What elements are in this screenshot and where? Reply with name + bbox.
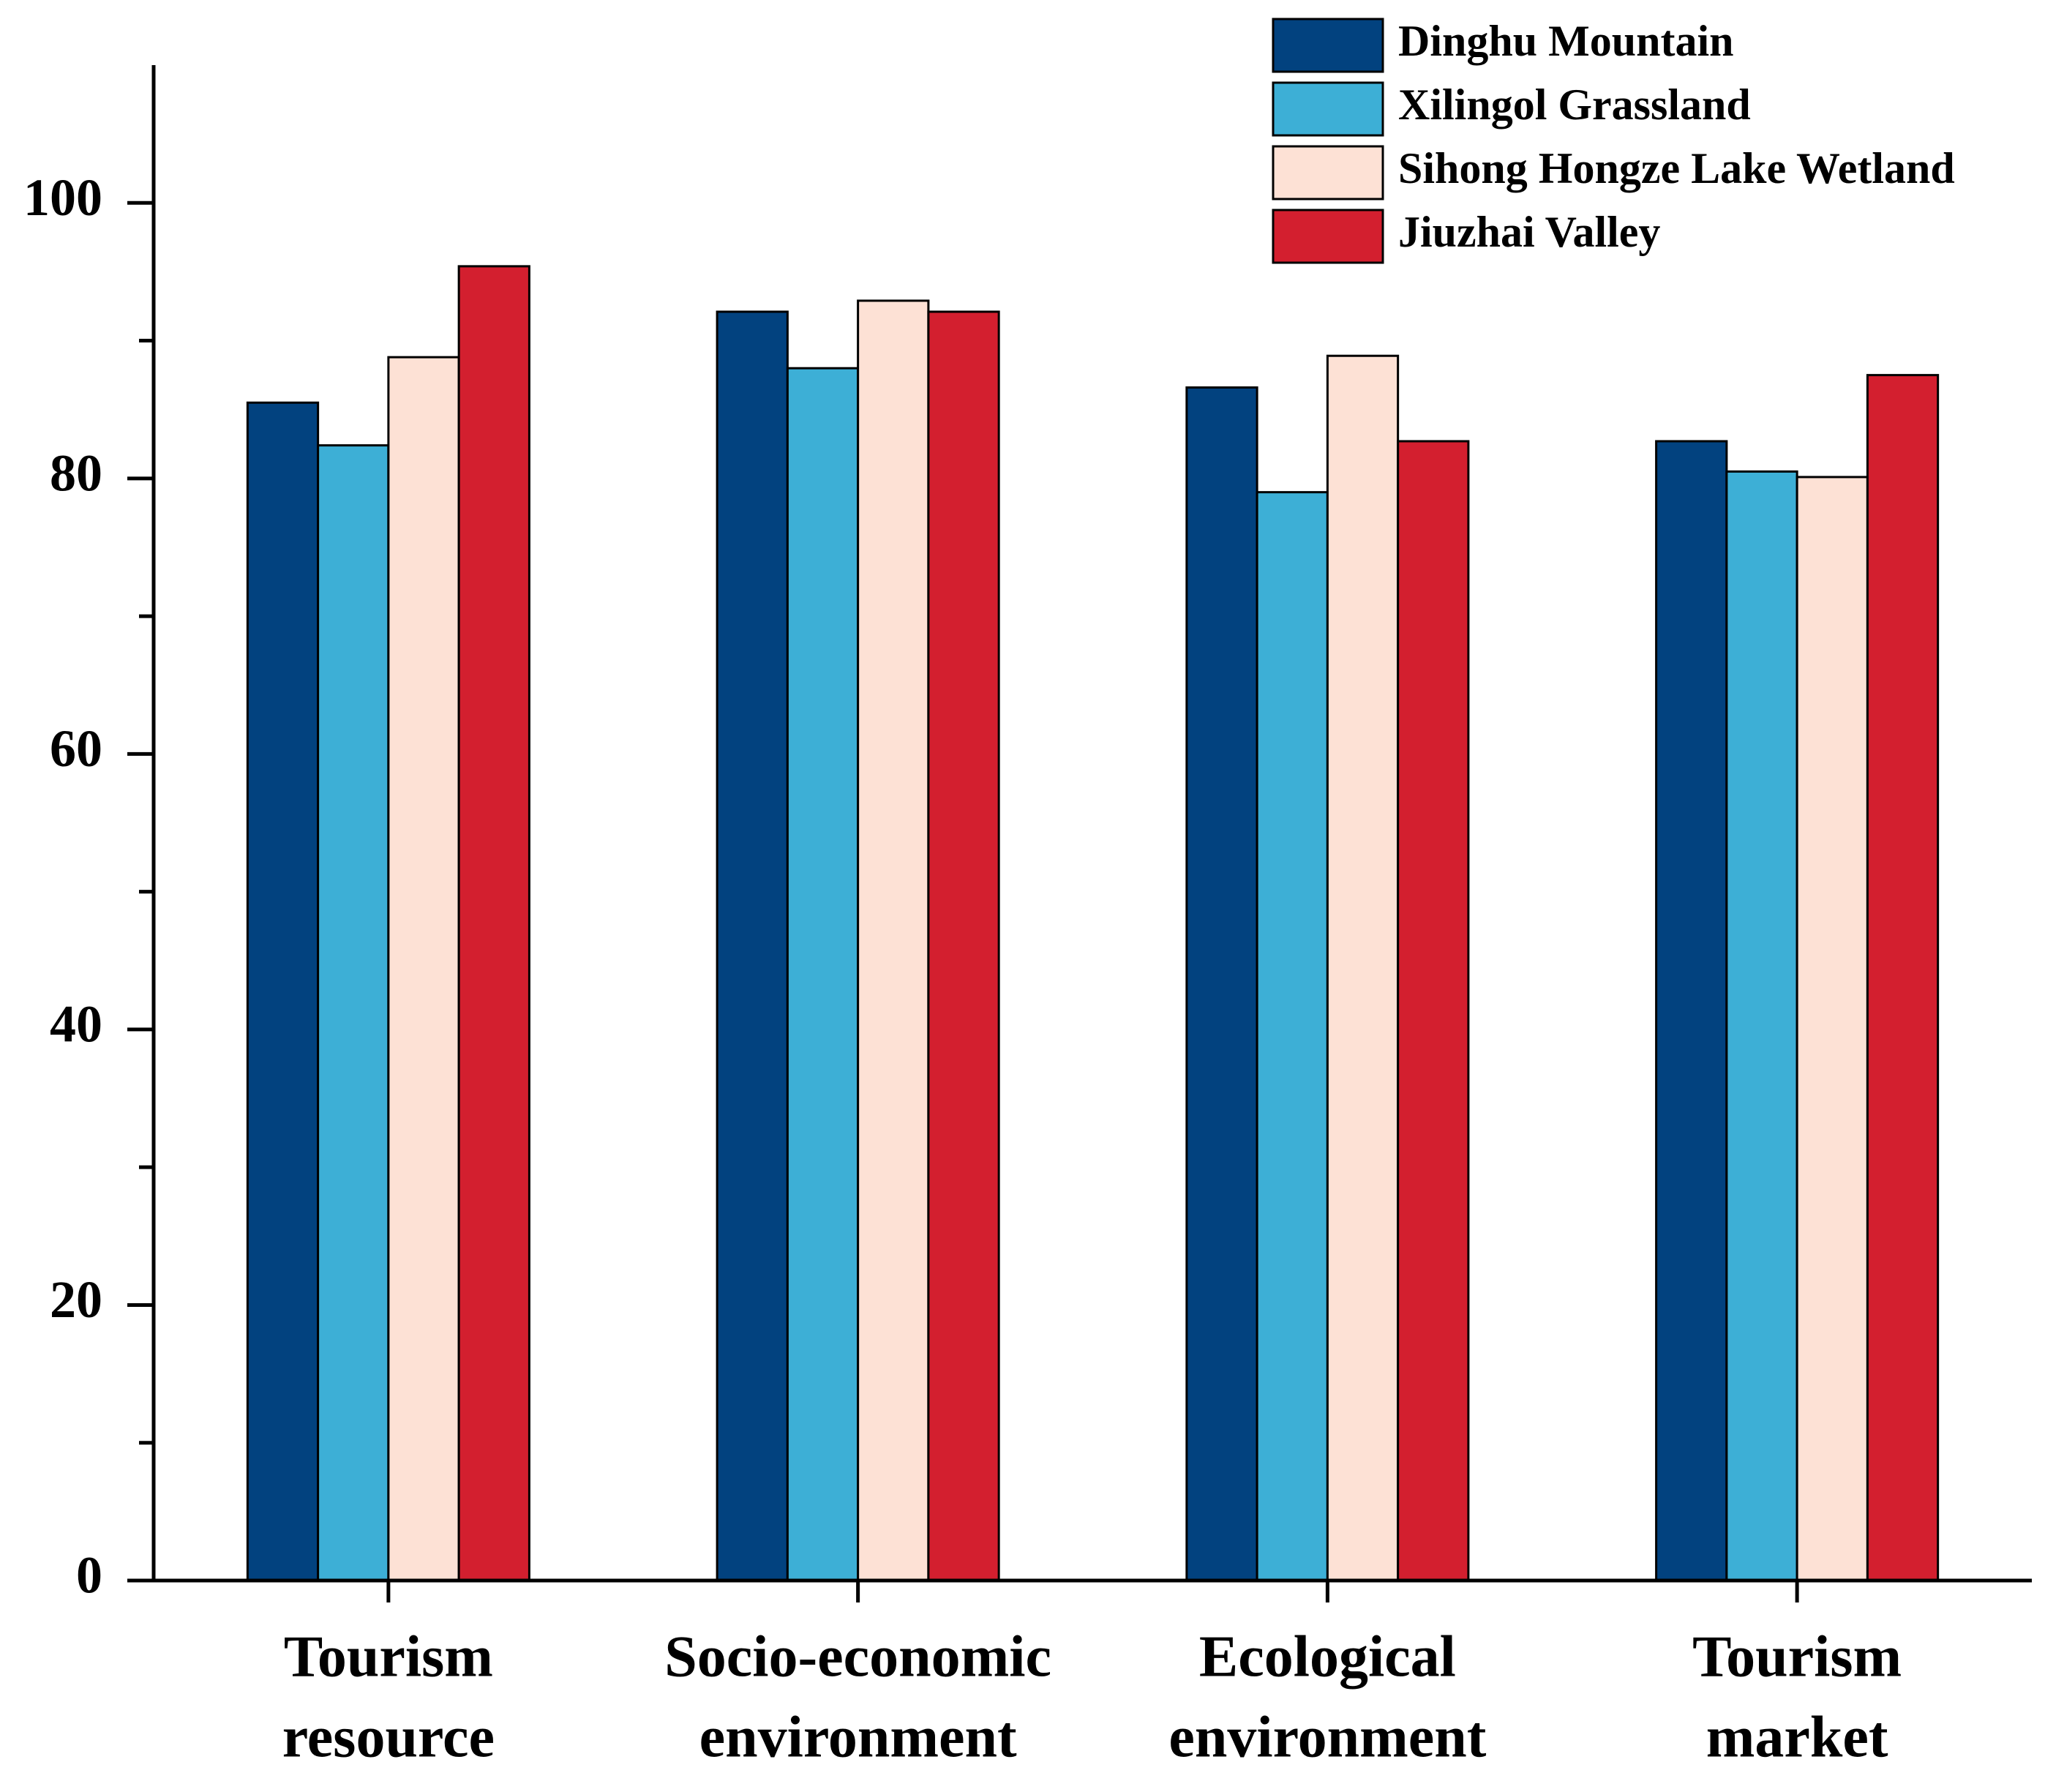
x-tick-label: market <box>1706 1705 1888 1769</box>
legend-swatch <box>1272 209 1384 264</box>
bar <box>927 310 1000 1582</box>
bar <box>317 444 390 1582</box>
x-tick-label: resource <box>282 1705 495 1769</box>
bar <box>1397 440 1470 1582</box>
x-tick-label: Tourism <box>284 1624 493 1689</box>
y-tick-label: 0 <box>76 1546 102 1605</box>
bar <box>1326 354 1400 1582</box>
bar <box>387 356 460 1582</box>
bar <box>786 367 860 1582</box>
legend-swatch <box>1272 18 1384 73</box>
legend-label: Sihong Hongze Lake Wetland <box>1398 144 1955 192</box>
bar <box>1256 491 1329 1582</box>
y-tick-label: 100 <box>23 168 102 227</box>
y-tick-label: 20 <box>50 1270 102 1329</box>
bar <box>1185 386 1258 1582</box>
x-tick-label: Ecological <box>1199 1624 1456 1689</box>
legend-label: Xilingol Grassland <box>1398 80 1751 129</box>
bar <box>1655 440 1728 1582</box>
y-tick-label: 40 <box>50 994 102 1053</box>
legend-label: Dinghu Mountain <box>1398 17 1734 65</box>
bar <box>1796 476 1869 1582</box>
bar <box>1725 470 1798 1582</box>
x-tick-label: environment <box>699 1705 1017 1769</box>
legend-swatch <box>1272 145 1384 200</box>
bar <box>716 310 789 1582</box>
x-tick-label: Tourism <box>1692 1624 1902 1689</box>
bar <box>857 299 930 1582</box>
bar <box>457 265 530 1582</box>
x-tick-label: environment <box>1168 1705 1486 1769</box>
legend-label: Jiuzhai Valley <box>1398 208 1660 256</box>
legend-swatch <box>1272 81 1384 137</box>
x-tick-label: Socio-economic <box>664 1624 1051 1689</box>
bar <box>1866 374 1940 1582</box>
y-tick-label: 80 <box>50 443 102 502</box>
y-tick-label: 60 <box>50 719 102 778</box>
bar <box>246 401 320 1582</box>
